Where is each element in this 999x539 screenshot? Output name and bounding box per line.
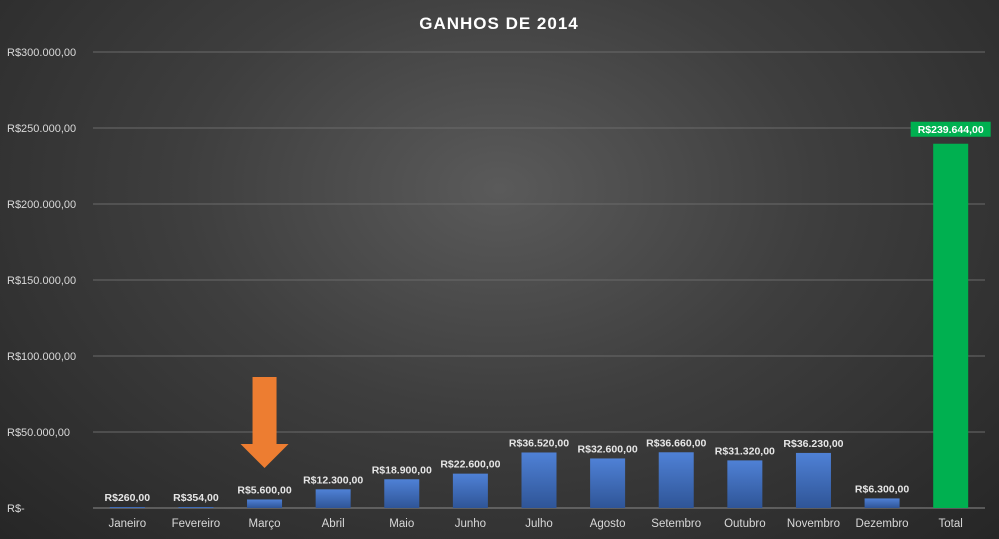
bar (384, 479, 420, 508)
data-label: R$32.600,00 (578, 443, 638, 455)
x-tick-label: Maio (389, 518, 414, 530)
data-label: R$36.520,00 (509, 437, 569, 449)
x-tick-label: Setembro (651, 518, 701, 530)
total-label-box (910, 121, 991, 137)
data-label: R$18.900,00 (372, 464, 432, 476)
y-tick-label: R$200.000,00 (7, 199, 76, 211)
bar (315, 489, 351, 508)
x-tick-label: Dezembro (856, 518, 909, 530)
chart-title: GANHOS DE 2014 (419, 14, 579, 33)
x-tick-label: Total (939, 518, 963, 530)
x-tick-label: Março (249, 518, 281, 530)
bar (795, 452, 831, 508)
y-tick-label: R$50.000,00 (7, 427, 70, 439)
data-label: R$36.660,00 (646, 437, 706, 449)
y-tick-label: R$300.000,00 (7, 47, 76, 59)
x-tick-label: Junho (455, 518, 486, 530)
x-tick-label: Agosto (590, 518, 626, 530)
arrow-down-icon (240, 377, 289, 468)
data-label-total: R$239.644,00 (918, 124, 984, 136)
x-tick-label: Abril (322, 518, 345, 530)
bar (521, 452, 557, 508)
bar (590, 458, 626, 508)
bar (658, 452, 694, 508)
data-label: R$31.320,00 (715, 445, 775, 457)
x-tick-label: Novembro (787, 518, 840, 530)
x-tick-label: Janeiro (108, 518, 146, 530)
data-label: R$6.300,00 (855, 483, 909, 495)
bar (247, 499, 283, 508)
y-tick-label: R$150.000,00 (7, 275, 76, 287)
bar (178, 507, 214, 508)
bar-total (933, 143, 969, 508)
data-label: R$5.600,00 (237, 484, 291, 496)
bar (109, 507, 145, 508)
data-label: R$22.600,00 (440, 459, 500, 471)
x-tick-label: Julho (525, 518, 553, 530)
data-label: R$36.230,00 (783, 438, 843, 450)
x-tick-label: Fevereiro (172, 518, 221, 530)
bar (864, 498, 900, 508)
bar (727, 460, 763, 508)
bar (452, 473, 488, 508)
x-tick-label: Outubro (724, 518, 766, 530)
data-label: R$354,00 (173, 492, 219, 504)
y-tick-label: R$100.000,00 (7, 351, 76, 363)
data-label: R$260,00 (105, 492, 151, 504)
y-tick-label: R$- (7, 503, 25, 515)
data-label: R$12.300,00 (303, 474, 363, 486)
y-tick-label: R$250.000,00 (7, 123, 76, 135)
